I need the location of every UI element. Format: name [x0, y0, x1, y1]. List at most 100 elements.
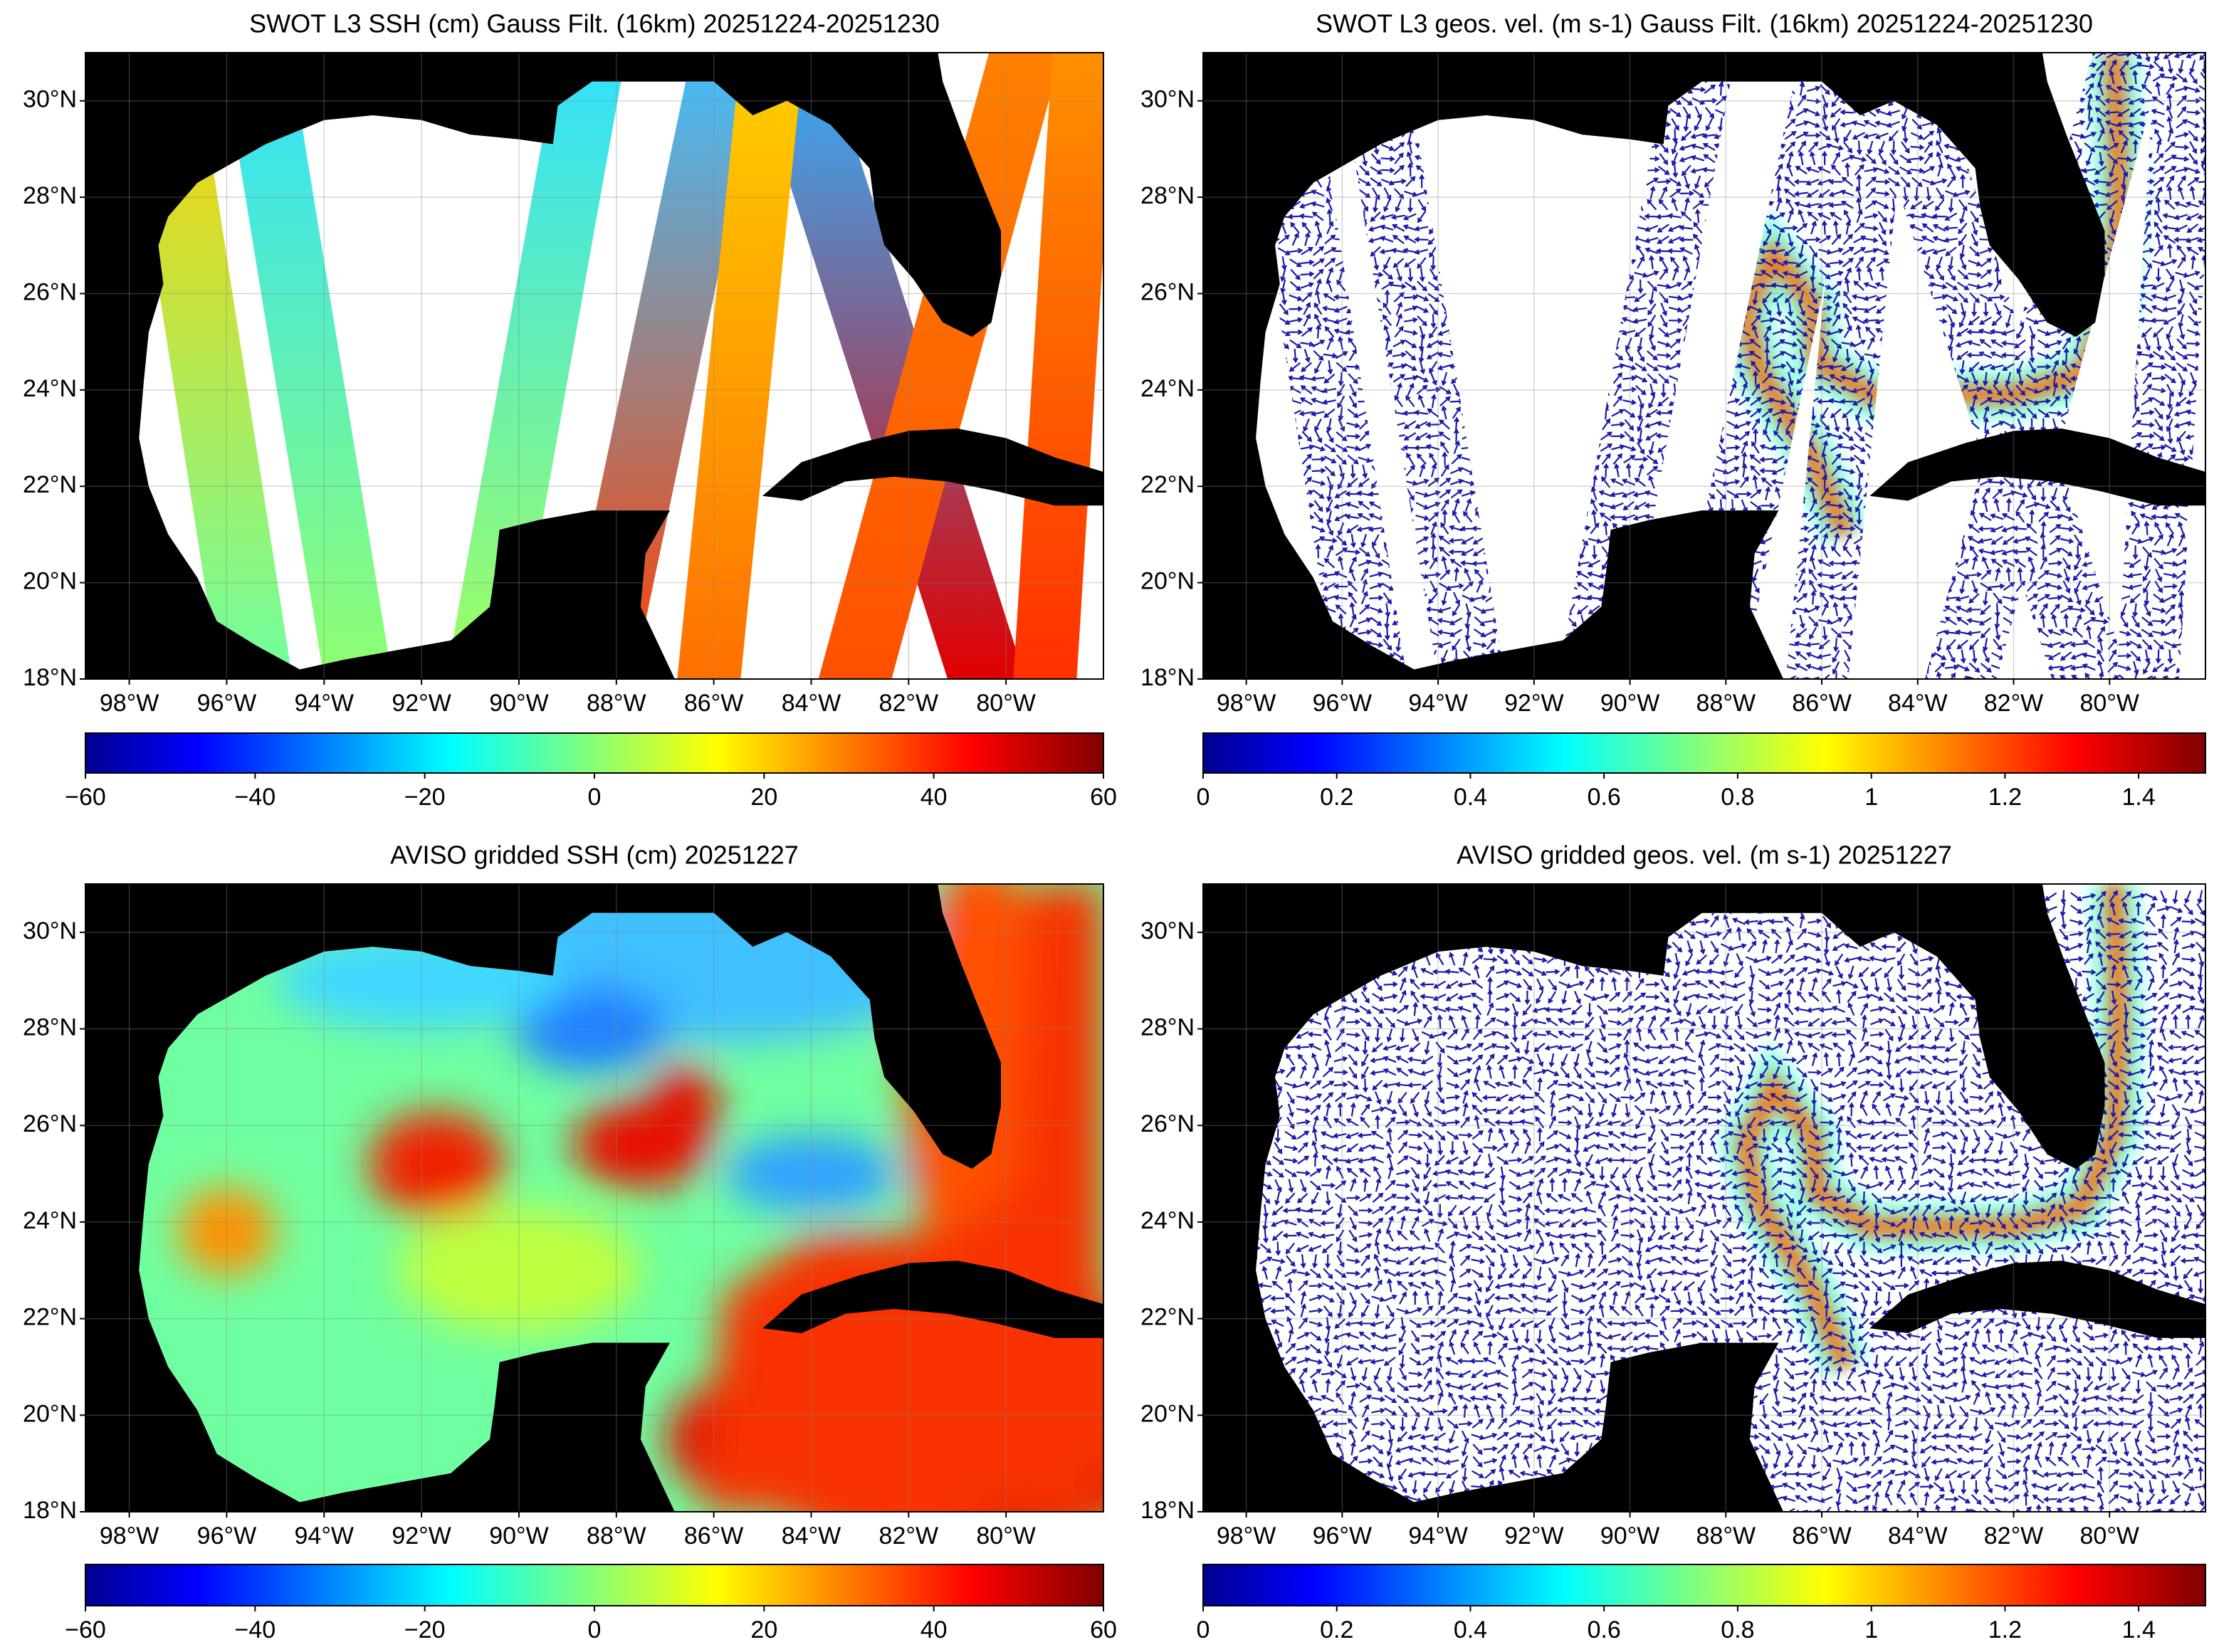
- y-tick-label: 22°N: [23, 1304, 77, 1331]
- y-tick-label: 22°N: [23, 471, 77, 498]
- cuba: [1869, 1261, 2205, 1338]
- y-tick-label: 20°N: [1140, 568, 1195, 595]
- colorbar-tick-label: −20: [404, 784, 446, 811]
- map-area: [1203, 884, 2205, 1512]
- map-area: [85, 884, 1103, 1512]
- y-tick-label: 18°N: [1140, 664, 1195, 691]
- colorbar-tick-label: −20: [404, 1616, 446, 1643]
- colorbar-tick-label: 0: [1197, 784, 1210, 811]
- y-tick-label: 20°N: [23, 1400, 77, 1427]
- y-tick-label: 26°N: [1140, 1110, 1195, 1137]
- x-tick-label: 92°W: [1504, 1522, 1564, 1550]
- y-tick-label: 28°N: [1140, 182, 1195, 209]
- x-tick-label: 94°W: [1408, 1522, 1468, 1550]
- cuba: [1869, 428, 2205, 506]
- field-blobs: [178, 884, 1103, 1512]
- x-tick-label: 82°W: [1984, 1522, 2044, 1550]
- x-tick-label: 92°W: [392, 1522, 451, 1550]
- x-tick-label: 96°W: [197, 1522, 257, 1550]
- y-tick-label: 24°N: [23, 1207, 77, 1234]
- colorbar-tick-label: −40: [234, 1616, 276, 1643]
- field-blob: [397, 1207, 640, 1334]
- y-tick-label: 26°N: [23, 1110, 77, 1137]
- cuba: [762, 1261, 1103, 1338]
- swath: [1013, 53, 1103, 679]
- axes-frame: [1202, 883, 2206, 1512]
- colorbar-tick-label: −60: [65, 784, 106, 811]
- y-tick-label: 18°N: [1140, 1497, 1195, 1524]
- x-tick-label: 88°W: [1696, 690, 1756, 717]
- x-tick-label: 96°W: [1313, 690, 1373, 717]
- x-tick-label: 94°W: [295, 690, 355, 717]
- x-tick-label: 92°W: [1504, 690, 1564, 717]
- colorbar-tick-label: 0.8: [1721, 1616, 1754, 1643]
- y-tick-label: 30°N: [1140, 917, 1195, 945]
- map-panel: SWOT L3 SSH (cm) Gauss Filt. (16km) 2025…: [23, 9, 1117, 811]
- panel-title: SWOT L3 geos. vel. (m s-1) Gauss Filt. (…: [1316, 9, 2093, 38]
- colorbar-tick-label: −40: [234, 784, 276, 811]
- axes-frame: [1202, 52, 2206, 680]
- x-tick-label: 84°W: [1888, 690, 1948, 717]
- colorbar-tick-label: −60: [65, 1616, 106, 1643]
- x-tick-label: 88°W: [587, 690, 646, 717]
- colorbar-tick-label: 0.4: [1454, 784, 1487, 811]
- colorbar-tick-label: 0.2: [1320, 1616, 1353, 1643]
- colorbar: [85, 732, 1104, 774]
- colorbar-tick-label: 60: [1090, 784, 1117, 811]
- swath: [747, 53, 1026, 679]
- x-tick-label: 80°W: [2080, 1522, 2140, 1550]
- swath: [446, 53, 626, 679]
- x-tick-label: 96°W: [1313, 1522, 1373, 1550]
- y-tick-label: 24°N: [23, 375, 77, 402]
- y-tick-label: 26°N: [1140, 278, 1195, 305]
- x-tick-label: 82°W: [1984, 690, 2044, 717]
- cuba: [762, 428, 1103, 506]
- colorbar-tick-label: 1.2: [1988, 784, 2022, 811]
- x-tick-label: 86°W: [684, 690, 744, 717]
- y-tick-label: 20°N: [1140, 1400, 1195, 1427]
- y-tick-label: 28°N: [23, 1014, 77, 1041]
- map-panel: AVISO gridded geos. vel. (m s-1) 2025122…: [1140, 841, 2206, 1643]
- x-tick-label: 98°W: [1217, 690, 1276, 717]
- y-tick-label: 30°N: [1140, 86, 1195, 113]
- x-tick-label: 98°W: [100, 1522, 159, 1550]
- x-tick-label: 98°W: [1217, 1522, 1276, 1550]
- panel-title: SWOT L3 SSH (cm) Gauss Filt. (16km) 2025…: [249, 9, 940, 38]
- y-tick-label: 30°N: [23, 917, 77, 945]
- colorbar-tick-label: 0.6: [1588, 784, 1621, 811]
- x-tick-label: 82°W: [879, 1522, 939, 1550]
- x-tick-label: 80°W: [2080, 690, 2140, 717]
- colorbar-tick-label: 1: [1864, 1616, 1878, 1643]
- colorbar-tick-label: 1.4: [2122, 1616, 2156, 1643]
- colorbar-tick-label: 20: [750, 784, 777, 811]
- x-tick-label: 90°W: [489, 690, 549, 717]
- y-tick-label: 24°N: [1140, 1207, 1195, 1234]
- x-tick-label: 84°W: [782, 1522, 841, 1550]
- x-tick-label: 94°W: [295, 1522, 355, 1550]
- swath: [818, 53, 1062, 679]
- x-tick-label: 90°W: [1600, 1522, 1660, 1550]
- x-tick-label: 88°W: [587, 1522, 646, 1550]
- water: [1256, 53, 2205, 679]
- field-blob: [650, 1062, 719, 1150]
- colorbar: [1202, 1564, 2206, 1606]
- x-tick-label: 94°W: [1408, 690, 1468, 717]
- y-tick-label: 28°N: [23, 182, 77, 209]
- colorbar-tick-label: 0.4: [1454, 1616, 1487, 1643]
- colorbar-tick-label: 1.2: [1988, 1616, 2022, 1643]
- y-tick-label: 20°N: [23, 568, 77, 595]
- axes-frame: [85, 883, 1104, 1512]
- x-tick-label: 80°W: [976, 1522, 1036, 1550]
- colorbar: [1202, 732, 2206, 774]
- y-tick-label: 30°N: [23, 86, 77, 113]
- colorbar-tick-label: 60: [1090, 1616, 1117, 1643]
- colorbar-tick-label: 40: [920, 1616, 948, 1643]
- field-warm: [703, 884, 1103, 1512]
- colorbar-tick-label: 20: [750, 1616, 777, 1643]
- x-tick-label: 82°W: [879, 690, 939, 717]
- x-tick-label: 98°W: [100, 690, 159, 717]
- y-tick-label: 22°N: [1140, 471, 1195, 498]
- map-panel: AVISO gridded SSH (cm) 20251227 98°W 96°W 9…: [23, 841, 1117, 1643]
